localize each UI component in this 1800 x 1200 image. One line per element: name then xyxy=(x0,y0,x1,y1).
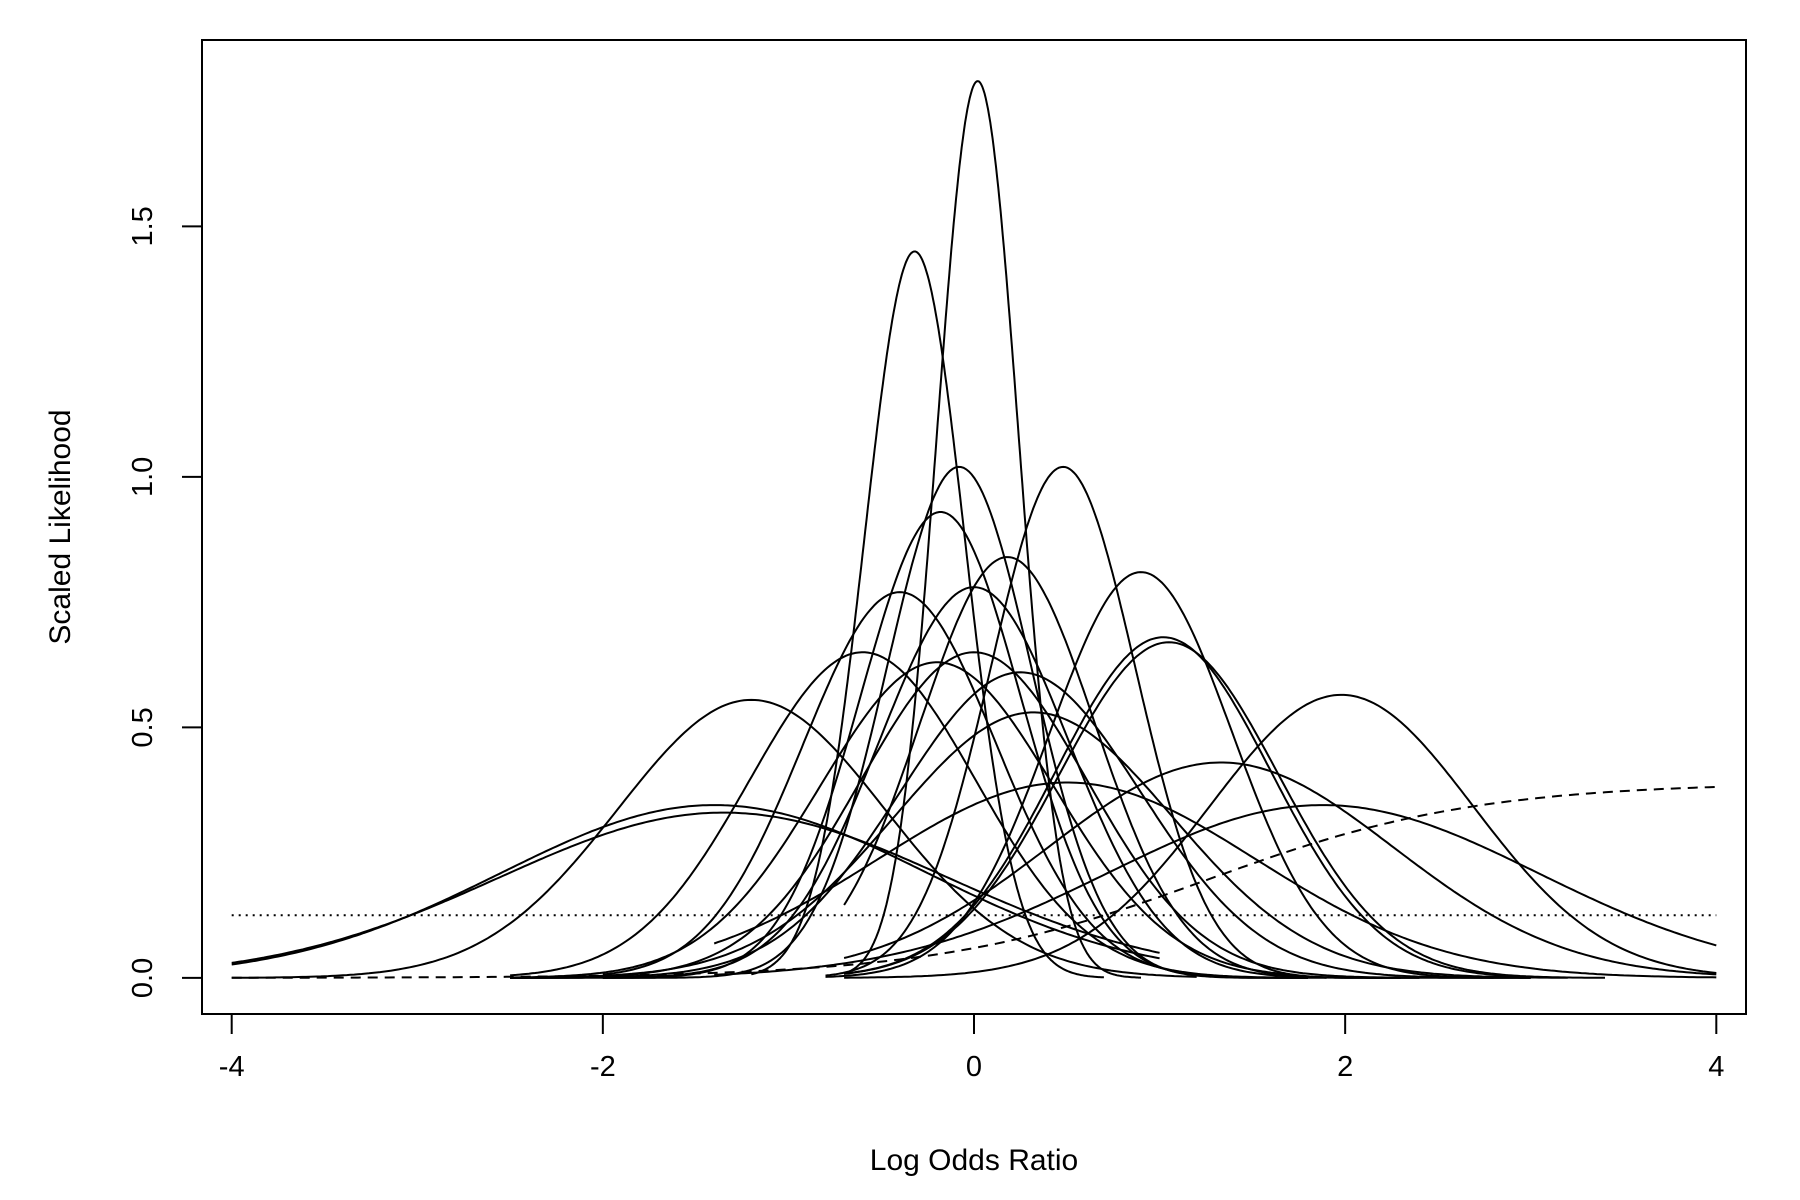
x-tick-label: 0 xyxy=(966,1051,982,1083)
y-tick-label: 1.5 xyxy=(127,206,159,246)
y-axis-label: Scaled Likelihood xyxy=(44,409,77,644)
x-tick-label: 4 xyxy=(1708,1051,1724,1083)
x-tick-label: 2 xyxy=(1337,1051,1353,1083)
dashed-reference-line xyxy=(231,785,1717,979)
x-tick-label: -2 xyxy=(590,1051,616,1083)
x-axis-label: Log Odds Ratio xyxy=(870,1144,1078,1177)
series-line-17 xyxy=(844,693,1717,979)
y-tick-label: 0.5 xyxy=(127,707,159,747)
series-line-14 xyxy=(510,661,1290,979)
series-line-11 xyxy=(843,641,1605,979)
chart-curves xyxy=(231,80,1717,979)
series-line-22 xyxy=(231,811,1160,964)
series-line-10 xyxy=(843,636,1531,978)
series-line-20 xyxy=(713,781,1717,979)
x-tick-label: -4 xyxy=(219,1051,245,1083)
y-tick-label: 0.0 xyxy=(127,958,159,998)
series-line-19 xyxy=(843,761,1717,976)
x-axis: -4 -2 0 2 4 xyxy=(219,1013,1724,1083)
series-line-8 xyxy=(510,586,1401,979)
series-line-16 xyxy=(231,698,1197,979)
chart-reference-lines xyxy=(231,785,1717,979)
series-line-23 xyxy=(714,804,1717,976)
series-line-18 xyxy=(510,711,1568,979)
series-line-7 xyxy=(825,571,1531,979)
y-axis: 0.0 0.5 1.0 1.5 xyxy=(127,206,203,998)
y-tick-label: 1.0 xyxy=(127,457,159,497)
series-line-9 xyxy=(602,591,1197,976)
series-line-15 xyxy=(510,671,1494,979)
series-line-1 xyxy=(843,80,1141,979)
